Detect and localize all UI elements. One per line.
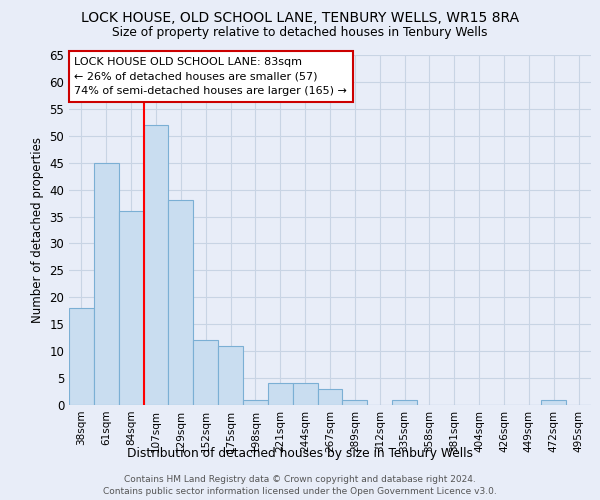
Bar (169, 200, 193, 405)
Bar (317, 389, 343, 405)
Bar (541, 400, 566, 405)
Bar (343, 400, 367, 405)
Bar (268, 384, 293, 405)
Text: LOCK HOUSE OLD SCHOOL LANE: 83sqm
← 26% of detached houses are smaller (57)
74% : LOCK HOUSE OLD SCHOOL LANE: 83sqm ← 26% … (74, 57, 347, 96)
Bar (392, 400, 417, 405)
Bar (69, 308, 94, 405)
Bar (119, 211, 143, 405)
Bar (143, 125, 169, 405)
Bar (193, 340, 218, 405)
Text: Contains HM Land Registry data © Crown copyright and database right 2024.
Contai: Contains HM Land Registry data © Crown c… (103, 474, 497, 496)
Bar (243, 400, 268, 405)
Text: Distribution of detached houses by size in Tenbury Wells: Distribution of detached houses by size … (127, 448, 473, 460)
Bar (293, 384, 317, 405)
Text: Size of property relative to detached houses in Tenbury Wells: Size of property relative to detached ho… (112, 26, 488, 39)
Bar (94, 162, 119, 405)
Y-axis label: Number of detached properties: Number of detached properties (31, 137, 44, 323)
Text: LOCK HOUSE, OLD SCHOOL LANE, TENBURY WELLS, WR15 8RA: LOCK HOUSE, OLD SCHOOL LANE, TENBURY WEL… (81, 11, 519, 25)
Bar (218, 346, 243, 405)
